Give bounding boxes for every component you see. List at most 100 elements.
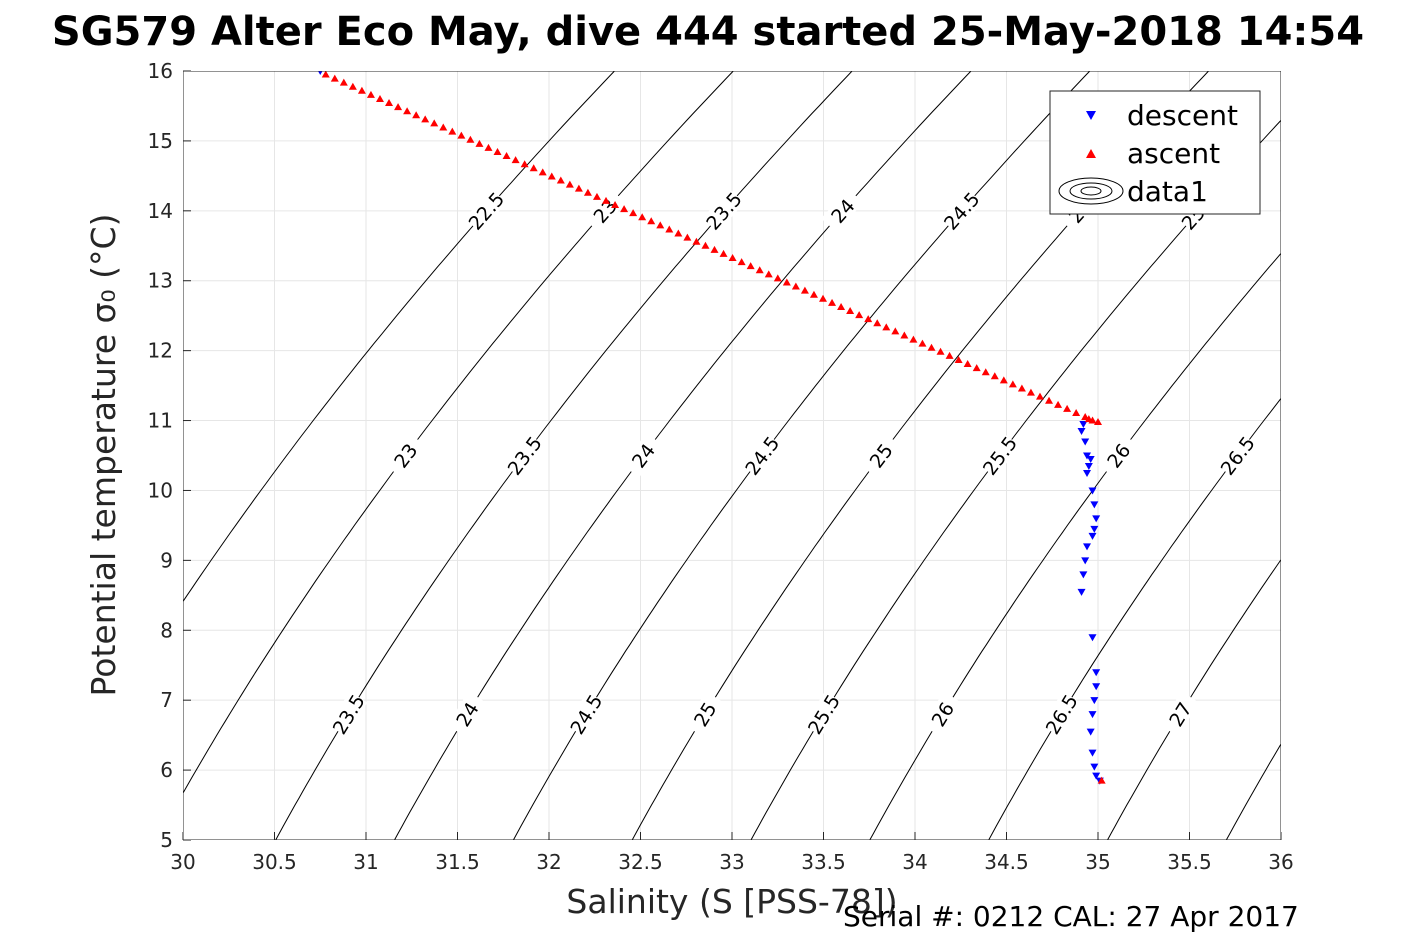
- ascent-point: [773, 274, 782, 282]
- contour-label: 26.5: [1216, 432, 1260, 480]
- chart-title: SG579 Alter Eco May, dive 444 started 25…: [52, 9, 1364, 55]
- ascent-point: [493, 147, 502, 155]
- descent-point: [1088, 711, 1097, 719]
- ascent-point: [602, 196, 611, 204]
- contour-label-bg: [503, 432, 545, 478]
- ascent-point: [583, 188, 592, 196]
- legend-box: [1049, 90, 1261, 215]
- x-tick-label: 36: [1268, 850, 1293, 874]
- descent-point: [1090, 763, 1099, 771]
- descent-point: [1081, 557, 1090, 565]
- contour-label: 23.5: [503, 432, 547, 480]
- ascent-point: [394, 103, 403, 111]
- ascent-point: [846, 307, 855, 315]
- ascent-point: [791, 282, 800, 290]
- descent-point: [1077, 588, 1086, 596]
- ascent-point: [746, 262, 755, 270]
- ascent-point: [1045, 396, 1054, 404]
- ascent-point: [366, 90, 375, 98]
- ascent-point: [348, 82, 357, 90]
- contour-label-bg: [1216, 432, 1258, 478]
- descent-point: [1086, 455, 1095, 463]
- x-tick-label: 32.5: [618, 850, 663, 874]
- ascent-point: [818, 294, 827, 302]
- ascent-point: [800, 286, 809, 294]
- contour-label-text: 24.5: [566, 691, 607, 739]
- descent-point: [1090, 501, 1099, 509]
- ascent-point: [755, 266, 764, 274]
- y-tick-label: 13: [148, 269, 173, 293]
- contour-label: 23: [384, 432, 426, 478]
- ascent-point: [891, 327, 900, 335]
- contour-label: 26: [922, 691, 962, 737]
- descent-point: [1090, 697, 1099, 705]
- ascent-point: [900, 331, 909, 339]
- ascent-point: [1094, 417, 1102, 425]
- ascent-point: [692, 237, 701, 245]
- mask-rect: [1281, 71, 1417, 840]
- x-tick-label: 31.5: [435, 850, 480, 874]
- ascent-point: [945, 351, 954, 359]
- contour-label-text: 23.5: [504, 433, 547, 480]
- contour-label-bg: [978, 432, 1020, 478]
- ascent-point: [737, 258, 746, 266]
- legend-contour-icon: [1058, 177, 1124, 205]
- contour-label-bg: [702, 188, 745, 233]
- descent-point: [1083, 543, 1092, 551]
- ascent-point: [981, 368, 990, 376]
- descent-point: [1088, 749, 1097, 757]
- ascent-point: [403, 107, 412, 115]
- descent-point: [1088, 487, 1097, 495]
- contour-label: 26: [1097, 432, 1139, 478]
- ascent-point: [629, 209, 638, 217]
- density-contours: 22.52323.52424.52525.52323.52424.52525.5…: [93, 70, 1373, 841]
- x-tick-label: 35.5: [1167, 850, 1212, 874]
- contour-label: 23.5: [328, 691, 370, 739]
- ascent-point: [375, 94, 384, 102]
- contour-label-bg: [583, 188, 626, 233]
- ascent-point: [520, 160, 529, 168]
- contour-label-bg: [1097, 432, 1139, 478]
- descent-point: [1092, 772, 1101, 780]
- contour-label-bg: [821, 188, 864, 233]
- contour-label: 27: [1160, 691, 1200, 737]
- ascent-point: [1026, 388, 1035, 396]
- descent-point: [1092, 683, 1101, 691]
- x-tick-label: 32: [536, 850, 561, 874]
- ascent-point: [864, 315, 873, 323]
- axis-ticks: 30 30.5 31 31.5 32 32.5 33 33.5 34 34.5 35 35.5 36 5 6…: [148, 59, 1294, 874]
- ascent-point: [448, 127, 457, 135]
- contour-label-bg: [447, 691, 487, 737]
- data-points: [316, 68, 1106, 785]
- contour-label: 25.5: [803, 691, 845, 739]
- ascent-point: [954, 355, 963, 363]
- ascent-point: [764, 270, 773, 278]
- descent-point: [1092, 669, 1101, 677]
- ascent-point: [936, 347, 945, 355]
- ascent-point: [873, 319, 882, 327]
- ascent-point: [882, 323, 891, 331]
- ascent-point: [457, 131, 466, 139]
- y-tick-label: 11: [148, 409, 173, 433]
- ascent-point: [656, 221, 665, 229]
- ascent-point: [918, 339, 927, 347]
- contour-label: 25.5: [978, 432, 1022, 480]
- ascent-point: [990, 372, 999, 380]
- contour-label: 25: [685, 691, 724, 737]
- legend: descent ascent data1: [1049, 90, 1261, 215]
- y-tick-label: 15: [148, 129, 173, 153]
- ascent-point: [547, 172, 556, 180]
- ascent-point: [511, 156, 520, 164]
- ascent-point: [556, 176, 565, 184]
- contour-label: 24.5: [741, 433, 784, 480]
- ascent-point: [412, 111, 421, 119]
- descent-point: [1077, 428, 1086, 436]
- contour-label-text: 26.5: [1217, 433, 1260, 480]
- serial-cal-footer: Serial #: 0212 CAL: 27 Apr 2017: [843, 900, 1299, 933]
- x-tick-label: 35: [1085, 850, 1110, 874]
- ascent-point: [385, 99, 394, 107]
- descent-point: [1079, 571, 1088, 579]
- y-tick-label: 16: [148, 59, 173, 83]
